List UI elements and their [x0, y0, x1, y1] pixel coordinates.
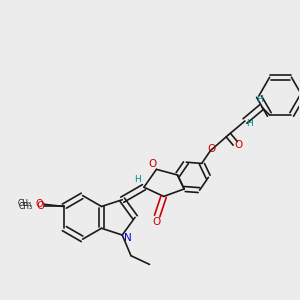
Text: O: O [148, 159, 157, 170]
Text: H: H [256, 94, 263, 103]
Text: CH₃: CH₃ [18, 199, 32, 208]
Text: H: H [247, 119, 253, 128]
Text: H: H [135, 175, 141, 184]
Text: O: O [207, 144, 216, 154]
Text: O: O [36, 202, 44, 212]
Text: CH₃: CH₃ [19, 202, 33, 211]
Text: O: O [152, 217, 160, 227]
Text: N: N [124, 233, 132, 243]
Text: O: O [234, 140, 242, 150]
Text: O: O [35, 199, 43, 209]
